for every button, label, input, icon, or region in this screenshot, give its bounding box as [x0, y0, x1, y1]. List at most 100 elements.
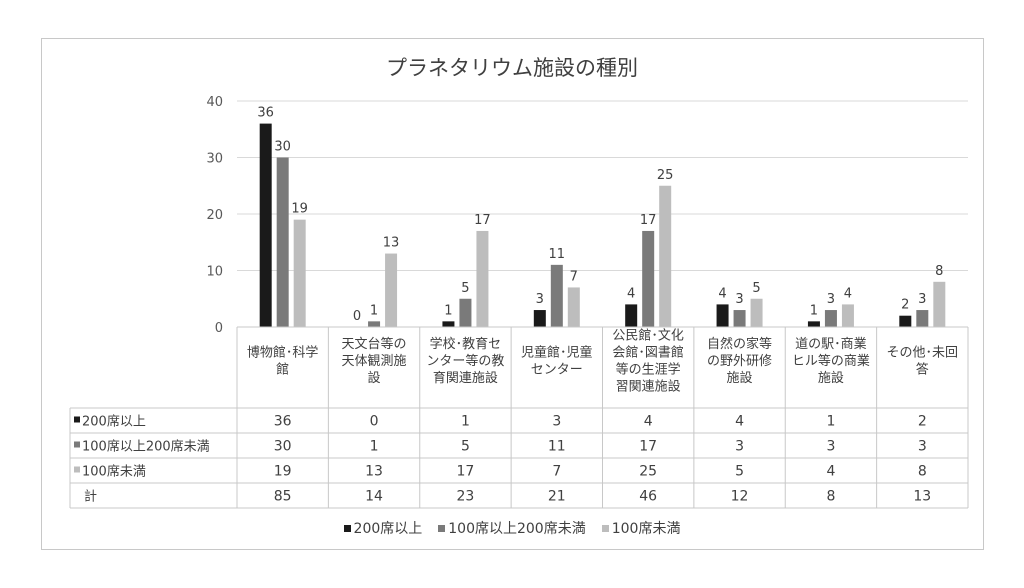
table-cell: 7	[552, 464, 561, 480]
bar	[276, 157, 289, 327]
table-cell: 11	[548, 439, 566, 455]
category-label: 施設	[818, 370, 844, 386]
category-label: 天体観測施	[342, 354, 407, 369]
table-cell: 17	[639, 439, 657, 455]
bar	[807, 321, 820, 327]
legend-label: 100席以上200席未満	[448, 521, 586, 537]
bar	[625, 304, 638, 327]
data-label: 0	[353, 309, 361, 324]
bar	[293, 219, 306, 327]
table-cell: 4	[826, 464, 835, 480]
category-label: の野外研修	[707, 354, 772, 369]
y-axis-ticks: 0 10 20 30 40	[206, 95, 223, 336]
bar	[550, 264, 563, 327]
bar	[476, 230, 489, 327]
data-label: 17	[640, 213, 657, 228]
y-tick-label: 20	[206, 208, 223, 223]
data-label: 3	[918, 292, 926, 307]
table-cell: 13	[913, 489, 931, 505]
table-cell: 3	[552, 414, 561, 430]
legend-swatch	[343, 525, 351, 532]
legend-swatch	[601, 525, 609, 532]
table-cell: 1	[370, 439, 379, 455]
table-cell: 14	[365, 489, 383, 505]
category-label: 等の生涯学	[616, 362, 681, 378]
legend-label: 200席以上	[353, 521, 423, 537]
data-label: 5	[752, 281, 760, 296]
bar	[841, 304, 854, 327]
table-cell: 1	[826, 414, 835, 430]
table-cell: 4	[735, 414, 744, 430]
bar	[659, 185, 672, 327]
gridlines	[237, 100, 968, 271]
bars	[259, 123, 946, 327]
category-label: ンター等の教	[426, 353, 504, 369]
data-label: 36	[257, 106, 274, 121]
table-cell: 17	[457, 464, 475, 480]
bar	[567, 287, 580, 327]
category-label: センター	[531, 363, 583, 378]
data-label: 13	[383, 236, 400, 251]
table-cell: 85	[274, 489, 292, 505]
bar	[459, 298, 472, 327]
category-label: 学校･教育セ	[430, 336, 502, 352]
bar	[916, 310, 929, 327]
table-cell: 23	[457, 489, 475, 505]
category-label: 会館･図書館	[612, 346, 684, 361]
bar	[642, 230, 655, 327]
data-label: 2	[901, 298, 909, 313]
chart-title: プラネタリウム施設の種別	[386, 56, 638, 80]
table-cell: 8	[826, 489, 835, 505]
data-label: 4	[718, 286, 726, 301]
y-tick-label: 10	[206, 265, 223, 280]
data-label: 7	[570, 269, 578, 284]
data-label: 5	[461, 281, 469, 296]
bar	[385, 253, 398, 327]
category-label: 博物館･科学	[247, 345, 319, 361]
legend-swatch	[438, 525, 446, 532]
bar	[733, 310, 746, 327]
chart-frame	[41, 38, 984, 550]
bar	[533, 310, 546, 327]
data-label: 1	[810, 303, 818, 318]
row-label: 100席以上200席未満	[82, 439, 210, 455]
data-label: 3	[827, 292, 835, 307]
data-label: 25	[657, 168, 674, 183]
legend-label: 100席未満	[611, 521, 681, 537]
bar	[824, 310, 837, 327]
category-label: ヒル等の商業	[792, 353, 870, 369]
legend-key	[74, 441, 80, 448]
table-cell: 13	[365, 464, 383, 480]
table-cell: 5	[461, 439, 470, 455]
bar	[259, 123, 272, 327]
category-label: 設	[368, 370, 381, 386]
legend-item: 100席以上200席未満	[438, 518, 586, 538]
table-cell: 46	[639, 489, 657, 505]
data-label: 4	[627, 286, 635, 301]
y-tick-label: 0	[215, 321, 223, 336]
bar	[442, 321, 455, 327]
bar	[899, 315, 912, 327]
data-label: 19	[291, 202, 308, 217]
data-label: 4	[844, 286, 852, 301]
legend-item: 100席未満	[601, 518, 681, 538]
table-cell: 19	[274, 464, 292, 480]
data-label: 3	[735, 292, 743, 307]
table-cell: 1	[461, 414, 470, 430]
table-cell: 5	[735, 464, 744, 480]
table-cell: 4	[644, 414, 653, 430]
row-label: 200席以上	[82, 414, 146, 430]
table-cell: 12	[731, 489, 749, 505]
category-label: 施設	[727, 370, 753, 386]
category-label: 答	[916, 362, 929, 378]
data-label: 1	[370, 303, 378, 318]
y-tick-label: 30	[206, 152, 223, 167]
bar	[368, 321, 381, 327]
data-label: 30	[274, 140, 291, 155]
data-label: 3	[536, 292, 544, 307]
category-label: その他･未回	[887, 346, 959, 361]
category-label: 公民館･文化	[612, 329, 684, 344]
